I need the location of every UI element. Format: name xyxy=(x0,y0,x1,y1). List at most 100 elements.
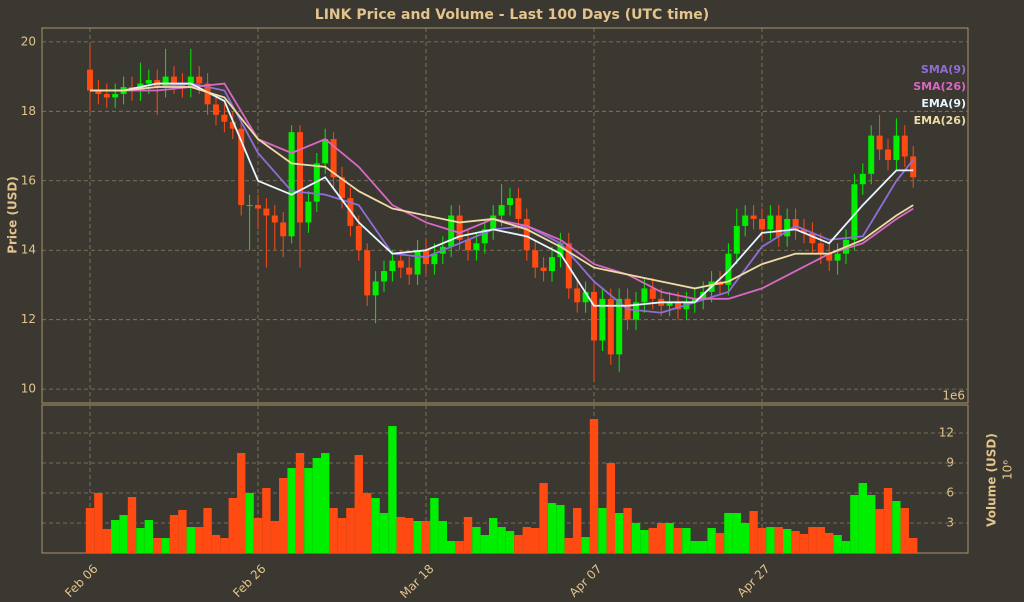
ma-line xyxy=(90,82,914,300)
volume-bar xyxy=(564,538,573,553)
candle-body xyxy=(372,281,379,296)
candle-body xyxy=(255,205,261,209)
candle-body xyxy=(599,298,606,341)
candle-body xyxy=(607,298,614,355)
candle-body xyxy=(540,267,547,272)
y-tick-label: 10 xyxy=(21,382,36,396)
volume-bar xyxy=(295,453,305,553)
volume-bar xyxy=(514,535,523,553)
volume-bar xyxy=(589,419,599,553)
y2-tick-label: 6 xyxy=(946,486,954,500)
candle-body xyxy=(809,232,816,244)
volume-bar xyxy=(85,508,95,553)
volume-bar xyxy=(766,527,775,553)
candle-body xyxy=(364,250,371,296)
volume-bar xyxy=(195,527,204,553)
candle-body xyxy=(204,83,211,105)
candle-body xyxy=(616,298,623,355)
legend-entry: SMA(9) xyxy=(921,63,966,76)
candle-body xyxy=(733,225,740,254)
candle-body xyxy=(885,149,891,160)
y2-unit: 10⁶ xyxy=(1001,460,1015,480)
volume-bar xyxy=(791,531,800,553)
legend-entry: SMA(26) xyxy=(913,80,966,93)
candle-body xyxy=(481,229,488,244)
candle-body xyxy=(171,76,177,84)
candle-body xyxy=(162,76,169,88)
candle-body xyxy=(389,260,396,272)
candle-body xyxy=(271,215,278,223)
volume-bar xyxy=(363,493,372,553)
volume-bar xyxy=(346,508,355,553)
candle-body xyxy=(187,76,194,88)
volume-bar xyxy=(665,523,674,553)
volume-bar xyxy=(539,483,548,553)
candle-body xyxy=(87,69,93,91)
volume-bar xyxy=(825,533,834,553)
candle-body xyxy=(381,271,387,282)
volume-bar xyxy=(598,508,607,553)
volume-bar xyxy=(883,488,893,553)
candle-body xyxy=(515,198,522,219)
candle-body xyxy=(893,135,900,160)
volume-bar xyxy=(489,518,498,553)
y2-tick-label: 3 xyxy=(946,516,954,530)
volume-bar xyxy=(396,517,405,553)
volume-bar xyxy=(556,505,565,553)
candle-body xyxy=(767,215,774,230)
volume-bar xyxy=(94,493,103,553)
volume-bar xyxy=(430,498,439,553)
volume-bar xyxy=(421,521,431,553)
volume-bar xyxy=(388,426,397,553)
candle-body xyxy=(95,90,102,94)
candle-body xyxy=(238,128,245,206)
candle-body xyxy=(297,132,303,223)
volume-bar xyxy=(623,508,632,553)
candle-body xyxy=(213,104,219,115)
volume-bar xyxy=(211,535,221,553)
candle-body xyxy=(229,121,236,129)
volume-bar xyxy=(329,508,338,553)
volume-bar xyxy=(522,527,531,553)
volume-bar xyxy=(447,541,456,553)
volume-bar xyxy=(858,483,867,553)
candle-body xyxy=(591,291,597,341)
y-tick-label: 20 xyxy=(21,34,36,48)
candle-body xyxy=(322,139,329,164)
candle-body xyxy=(750,215,757,219)
volume-bar xyxy=(573,508,582,553)
candle-body xyxy=(876,135,883,150)
volume-bar xyxy=(245,493,254,553)
volume-bar xyxy=(547,503,557,553)
offset-label: 1e6 xyxy=(942,389,965,403)
candle-body xyxy=(103,93,110,98)
volume-bar xyxy=(178,510,187,553)
y-tick-label: 12 xyxy=(21,312,36,326)
candle-body xyxy=(414,250,421,275)
volume-bar xyxy=(144,520,153,553)
ma-line xyxy=(90,82,914,307)
candle-body xyxy=(288,132,295,237)
volume-bar xyxy=(379,513,389,553)
volume-bar xyxy=(774,527,783,553)
candle-body xyxy=(145,80,152,84)
volume-bar xyxy=(757,528,767,553)
volume-bar xyxy=(371,498,380,553)
candle-body xyxy=(792,218,799,230)
candle-body xyxy=(263,208,270,216)
candle-body xyxy=(490,215,497,230)
volume-bar xyxy=(657,523,666,553)
volume-bar xyxy=(808,527,817,553)
candle-body xyxy=(775,215,782,237)
candle-body xyxy=(859,173,866,185)
volume-bar xyxy=(850,495,859,553)
volume-bar xyxy=(690,541,699,553)
volume-bar xyxy=(312,458,321,553)
volume-bar xyxy=(841,541,851,553)
volume-bar xyxy=(640,530,649,553)
volume-bar xyxy=(161,538,170,553)
candle-body xyxy=(406,267,413,275)
volume-bar xyxy=(354,455,363,553)
volume-bar xyxy=(438,521,447,553)
y2-tick-label: 12 xyxy=(939,426,954,440)
